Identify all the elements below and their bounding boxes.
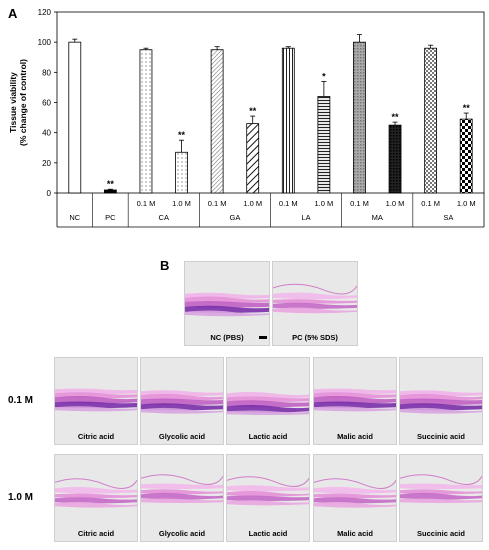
bar-ma-1 — [353, 41, 366, 194]
plot-frame — [56, 11, 485, 194]
tile-0-1m-5: Succinic acid — [399, 357, 483, 445]
tile-0-1m-3: Lactic acid — [226, 357, 310, 445]
concentration-label: 1.0 M — [243, 199, 262, 208]
bar-la-1 — [281, 47, 295, 194]
tile-caption: NC (PBS) — [210, 333, 244, 342]
tissue-section-image — [314, 455, 396, 541]
tile-caption: PC (5% SDS) — [292, 333, 338, 342]
tile-0-1m-2: Glycolic acid — [140, 357, 224, 445]
bar-ca-2 — [175, 151, 188, 194]
tile-pc-sds: PC (5% SDS) — [272, 261, 358, 346]
tissue-section-image — [185, 262, 269, 345]
tile-caption: Malic acid — [337, 432, 373, 441]
scale-bar — [259, 336, 267, 339]
tile-caption: Glycolic acid — [158, 432, 206, 441]
y-tick-label: 80 — [42, 68, 51, 77]
significance-marker: ** — [392, 112, 400, 122]
tissue-section-image — [227, 455, 309, 541]
row-label-concentration: 0.1 M — [8, 395, 34, 406]
panel-a-label: A — [8, 6, 18, 21]
group-label: GA — [229, 213, 240, 222]
y-axis-label: (% change of control) — [18, 59, 28, 146]
concentration-label: 0.1 M — [137, 199, 156, 208]
tissue-section-image — [400, 455, 482, 541]
tile-nc-pbs: NC (PBS) — [184, 261, 270, 346]
group-label: SA — [443, 213, 453, 222]
tile-1-0m-5: Succinic acid — [399, 454, 483, 542]
tile-caption: Citric acid — [77, 432, 115, 441]
bar-ma-2 — [388, 124, 402, 194]
panel-b-label: B — [160, 258, 170, 273]
y-tick-label: 20 — [42, 159, 51, 168]
y-axis-label: Tissue viability — [8, 72, 18, 133]
y-tick-label: 60 — [42, 99, 51, 108]
tile-caption: Lactic acid — [248, 529, 288, 538]
bar-sa-1 — [424, 47, 438, 194]
bar-sa-2 — [459, 118, 473, 194]
significance-marker: ** — [249, 106, 257, 116]
tile-1-0m-4: Malic acid — [313, 454, 397, 542]
bar-pc — [103, 189, 117, 194]
tile-caption: Malic acid — [337, 529, 373, 538]
group-label: PC — [105, 213, 116, 222]
tile-1-0m-3: Lactic acid — [226, 454, 310, 542]
bar-ca-1 — [139, 49, 153, 194]
significance-marker: ** — [178, 130, 186, 140]
tissue-section-image — [227, 358, 309, 444]
concentration-label: 1.0 M — [386, 199, 405, 208]
tissue-section-image — [314, 358, 396, 444]
y-tick-label: 0 — [47, 189, 52, 198]
significance-marker: * — [322, 71, 326, 81]
concentration-label: 0.1 M — [421, 199, 440, 208]
tissue-section-image — [141, 358, 223, 444]
tissue-section-image — [141, 455, 223, 541]
concentration-label: 1.0 M — [457, 199, 476, 208]
tile-caption: Succinic acid — [417, 529, 465, 538]
tile-1-0m-1: Citric acid — [54, 454, 138, 542]
concentration-label: 1.0 M — [314, 199, 333, 208]
tile-caption: Citric acid — [77, 529, 115, 538]
tile-0-1m-1: Citric acid — [54, 357, 138, 445]
tile-caption: Succinic acid — [417, 432, 465, 441]
y-tick-label: 40 — [42, 129, 51, 138]
viability-bar-chart: 0 20 40 60 80 100 120 Tissue viability (% change… — [8, 8, 485, 228]
row-label-concentration: 1.0 M — [8, 492, 34, 503]
concentration-label: 0.1 M — [279, 199, 298, 208]
tile-caption: Lactic acid — [248, 432, 288, 441]
group-label: MA — [372, 213, 383, 222]
bar-la-2 — [317, 96, 331, 194]
tile-0-1m-4: Malic acid — [313, 357, 397, 445]
group-label: LA — [301, 213, 310, 222]
bar-ga-1 — [210, 49, 224, 194]
tissue-section-image — [400, 358, 482, 444]
bar-nc — [68, 41, 82, 194]
bar-ga-2 — [246, 123, 260, 194]
concentration-label: 1.0 M — [172, 199, 191, 208]
concentration-label: 0.1 M — [350, 199, 369, 208]
group-label: CA — [159, 213, 169, 222]
significance-marker: ** — [463, 103, 471, 113]
tissue-section-image — [55, 358, 137, 444]
y-tick-label: 120 — [38, 8, 52, 17]
significance-marker: ** — [107, 179, 115, 189]
tissue-section-image — [55, 455, 137, 541]
tissue-section-image — [273, 262, 357, 345]
tile-caption: Glycolic acid — [158, 529, 206, 538]
concentration-label: 0.1 M — [208, 199, 227, 208]
group-label: NC — [69, 213, 80, 222]
y-tick-label: 100 — [38, 38, 52, 47]
tile-1-0m-2: Glycolic acid — [140, 454, 224, 542]
